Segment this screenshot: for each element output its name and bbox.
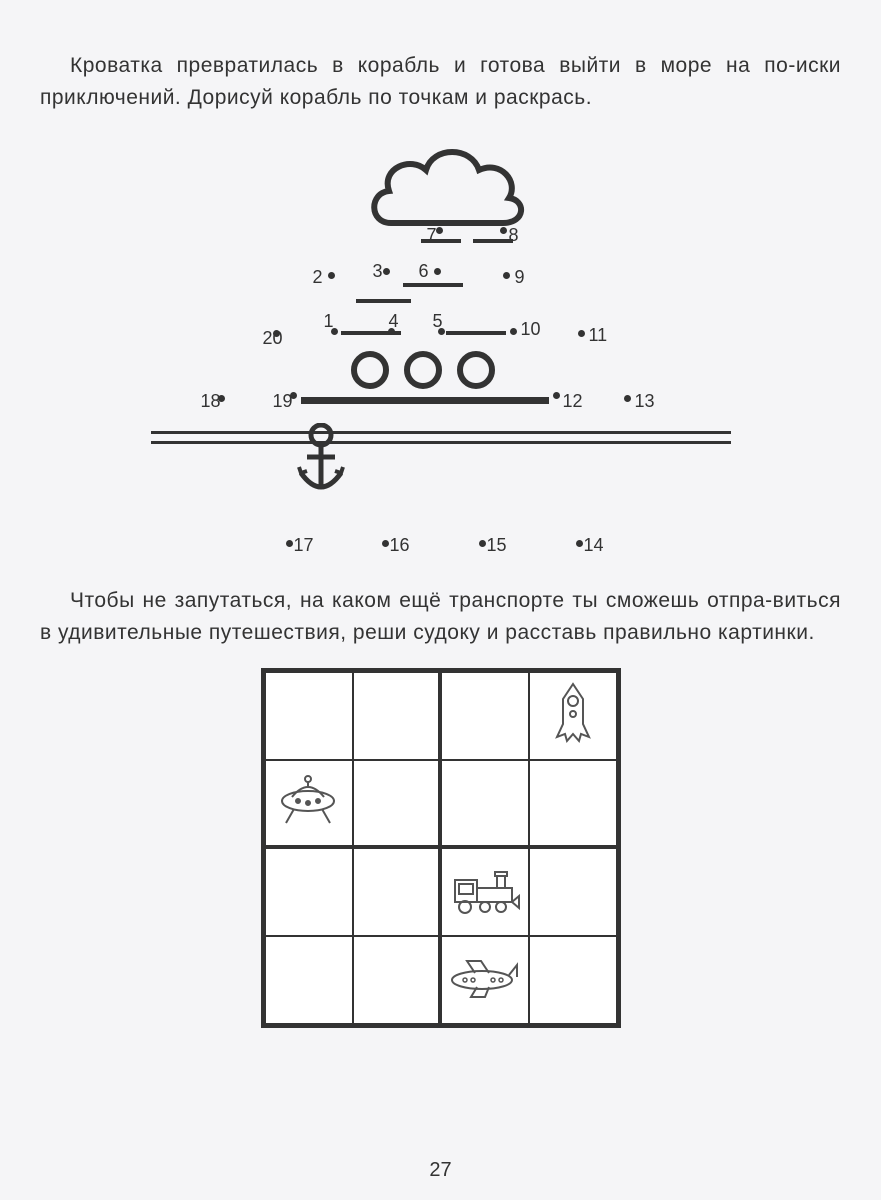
sudoku-cell <box>441 760 529 848</box>
dot-label-14: 14 <box>584 535 604 556</box>
dot-6 <box>434 268 441 275</box>
deck-dash <box>356 299 411 303</box>
sudoku-cell <box>353 936 441 1024</box>
dot-label-5: 5 <box>433 311 443 332</box>
sudoku-grid <box>261 668 621 1028</box>
dot-16 <box>382 540 389 547</box>
dot-9 <box>503 272 510 279</box>
dot-14 <box>576 540 583 547</box>
sudoku-cell <box>265 936 353 1024</box>
dot-label-2: 2 <box>313 267 323 288</box>
dot-label-12: 12 <box>563 391 583 412</box>
cloud-icon <box>361 138 531 233</box>
rail-line <box>151 441 731 444</box>
sudoku-cell <box>265 848 353 936</box>
deck-dash <box>403 283 463 287</box>
dot-label-17: 17 <box>294 535 314 556</box>
dot-label-11: 11 <box>589 325 608 346</box>
deck-dash <box>446 331 506 335</box>
page-number: 27 <box>429 1159 451 1182</box>
intro-paragraph: Кроватка превратилась в корабль и готова… <box>40 50 841 113</box>
sudoku-cell <box>353 672 441 760</box>
dot-label-15: 15 <box>487 535 507 556</box>
anchor-icon <box>291 423 351 503</box>
hull-line <box>301 397 549 404</box>
dot-label-7: 7 <box>427 225 437 246</box>
boat-dot-diagram: 1234567891011121314151617181920 <box>141 133 741 573</box>
dot-label-8: 8 <box>509 225 519 246</box>
ufo-icon <box>276 773 341 833</box>
dot-7 <box>436 227 443 234</box>
dot-11 <box>578 330 585 337</box>
sudoku-cell <box>353 760 441 848</box>
dot-label-16: 16 <box>390 535 410 556</box>
dot-8 <box>500 227 507 234</box>
dot-label-20: 20 <box>263 328 283 349</box>
sudoku-cell <box>265 760 353 848</box>
dot-17 <box>286 540 293 547</box>
porthole-icon <box>457 351 495 389</box>
sudoku-cell <box>529 848 617 936</box>
dot-label-1: 1 <box>324 311 334 332</box>
second-paragraph: Чтобы не запутаться, на каком ещё трансп… <box>40 585 841 648</box>
sudoku-cell <box>353 848 441 936</box>
rocket-icon <box>543 679 603 754</box>
deck-dash <box>473 239 513 243</box>
dot-label-13: 13 <box>635 391 655 412</box>
dot-10 <box>510 328 517 335</box>
dot-12 <box>553 392 560 399</box>
dot-label-6: 6 <box>419 261 429 282</box>
porthole-icon <box>404 351 442 389</box>
dot-3 <box>383 268 390 275</box>
dot-13 <box>624 395 631 402</box>
sudoku-cell <box>441 936 529 1024</box>
dot-2 <box>328 272 335 279</box>
sudoku-cell <box>265 672 353 760</box>
sudoku-cell <box>529 672 617 760</box>
plane-icon <box>447 955 522 1005</box>
sudoku-cell <box>441 672 529 760</box>
sudoku-cell <box>529 760 617 848</box>
rail-line <box>151 431 731 434</box>
dot-label-3: 3 <box>373 261 383 282</box>
train-icon <box>447 862 522 922</box>
dot-label-19: 19 <box>273 391 293 412</box>
dot-15 <box>479 540 486 547</box>
dot-label-10: 10 <box>521 319 541 340</box>
sudoku-cell <box>441 848 529 936</box>
sudoku-cell <box>529 936 617 1024</box>
dot-label-9: 9 <box>515 267 525 288</box>
dot-label-18: 18 <box>201 391 221 412</box>
dot-label-4: 4 <box>389 311 399 332</box>
porthole-icon <box>351 351 389 389</box>
